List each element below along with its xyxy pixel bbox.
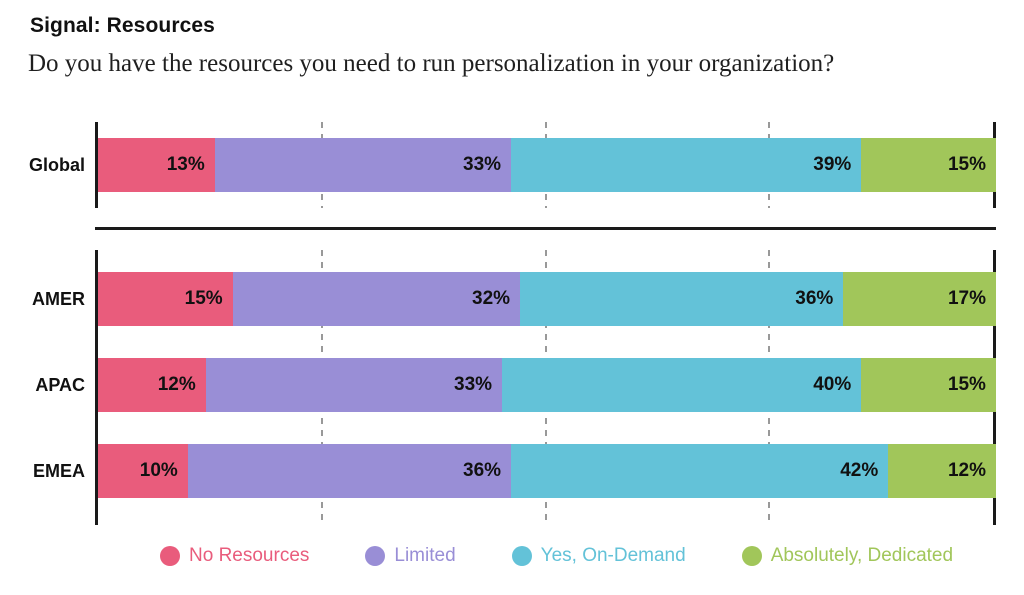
stacked-bar-amer: 15% 32% 36% 17% [98,272,996,326]
regions-chart-panel: AMER 15% 32% 36% 17% APAC 12% 33% 40% 15% EMEA 10% 3… [0,250,1024,525]
segment-limited: 36% [187,444,512,498]
segment-yes-on-demand: 40% [502,358,862,412]
legend-dot-icon [511,546,532,566]
segment-absolutely-dedicated: 15% [861,138,996,192]
segment-no-resources: 10% [98,444,188,498]
legend-item-absolutely-dedicated: Absolutely, Dedicated [741,545,954,567]
bar-row-global: Global 13% 33% 39% 15% [0,138,996,192]
segment-limited: 32% [232,272,521,326]
segment-no-resources: 12% [98,358,206,412]
legend-label: Absolutely, Dedicated [770,545,954,566]
regions-rows: AMER 15% 32% 36% 17% APAC 12% 33% 40% 15% EMEA 10% 3… [0,250,996,525]
category-label-global: Global [28,154,85,175]
legend-label: Yes, On-Demand [540,545,686,566]
legend: No Resources Limited Yes, On-Demand Absolut… [160,545,953,567]
segment-yes-on-demand: 36% [520,272,844,326]
segment-no-resources: 15% [98,272,233,326]
legend-label: Limited [394,545,456,566]
legend-dot-icon [741,546,762,566]
legend-label: No Resources [189,545,310,566]
bar-row-amer: AMER 15% 32% 36% 17% [0,272,996,326]
category-label-apac: APAC [35,374,85,395]
stacked-bar-global: 13% 33% 39% 15% [98,138,996,192]
segment-absolutely-dedicated: 15% [861,358,996,412]
global-chart-panel: Global 13% 33% 39% 15% [0,122,1024,208]
segment-absolutely-dedicated: 17% [843,272,996,326]
segment-yes-on-demand: 42% [511,444,889,498]
legend-item-limited: Limited [365,545,456,567]
survey-question: Do you have the resources you need to ru… [28,50,835,77]
segment-limited: 33% [214,138,512,192]
segment-no-resources: 13% [98,138,215,192]
legend-item-no-resources: No Resources [160,545,309,567]
segment-yes-on-demand: 39% [511,138,862,192]
stacked-bar-emea: 10% 36% 42% 12% [98,444,996,498]
segment-limited: 33% [205,358,503,412]
legend-dot-icon [160,546,180,566]
category-label-emea: EMEA [32,460,85,481]
segment-absolutely-dedicated: 12% [888,444,996,498]
bar-row-apac: APAC 12% 33% 40% 15% [0,358,996,412]
stacked-bar-apac: 12% 33% 40% 15% [98,358,996,412]
legend-item-yes-on-demand: Yes, On-Demand [511,545,686,567]
legend-dot-icon [365,546,386,566]
category-label-amer: AMER [32,288,85,309]
panel-divider-line [95,227,996,230]
page-title: Signal: Resources [30,14,215,37]
global-rows: Global 13% 33% 39% 15% [0,122,996,208]
bar-row-emea: EMEA 10% 36% 42% 12% [0,444,996,498]
